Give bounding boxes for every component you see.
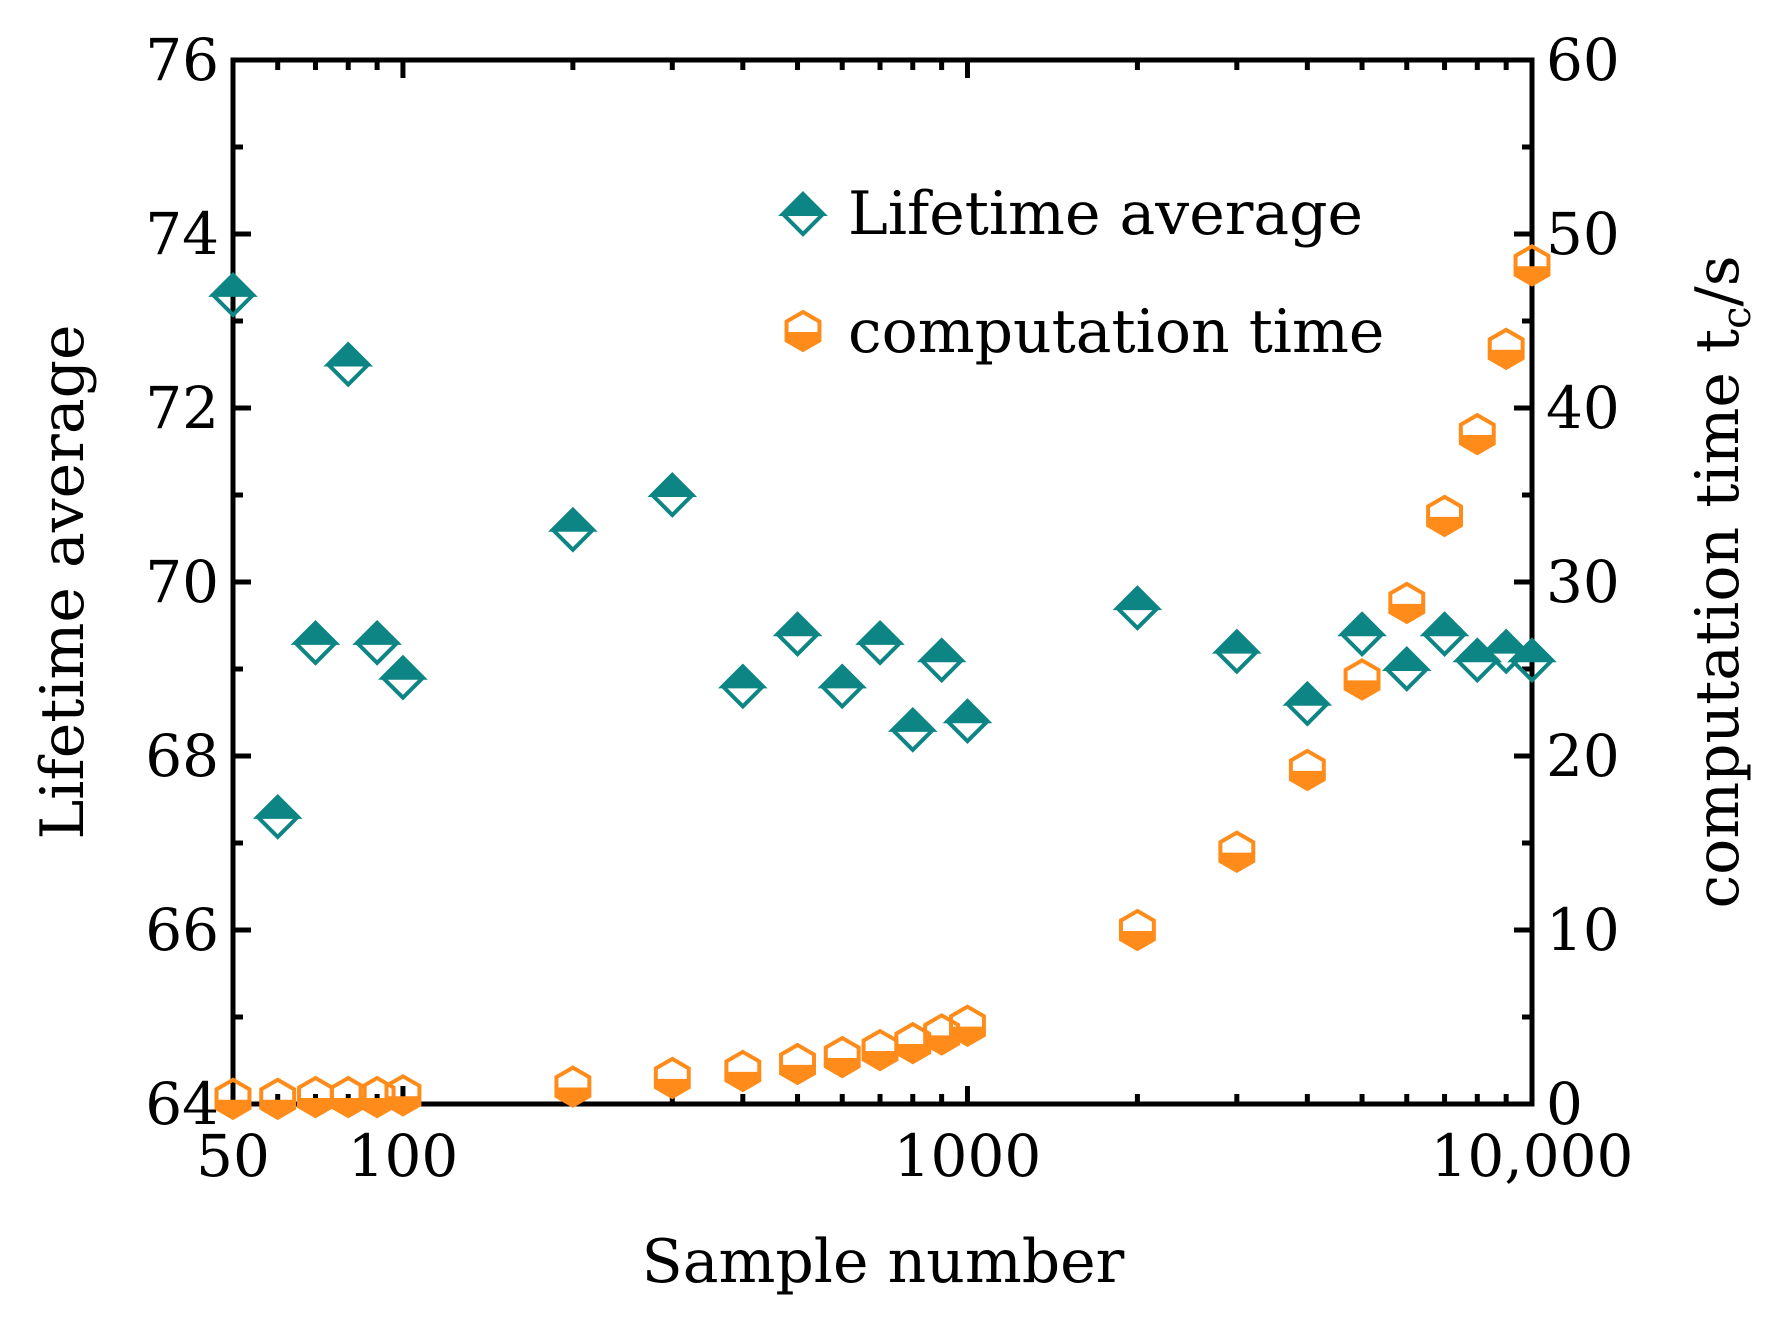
lifetime-average-point [916, 637, 967, 684]
computation-time-point [923, 1013, 961, 1056]
lifetime-average-point [772, 611, 823, 658]
lifetime-average-point [887, 707, 938, 753]
legend-hexagon-icon [784, 309, 822, 353]
y-right-tick-label: 20 [1546, 722, 1620, 790]
computation-time-point [384, 1073, 422, 1117]
computation-time-point [1288, 748, 1326, 792]
computation-time-point [894, 1021, 932, 1065]
lifetime-average-point [208, 272, 258, 318]
computation-time-point [653, 1056, 691, 1100]
lifetime-average-point [717, 663, 768, 710]
computation-time-point [1458, 412, 1496, 456]
y2-title-tail: /s [1683, 255, 1753, 306]
computation-time-point [823, 1035, 861, 1079]
y-left-tick-label: 66 [145, 896, 219, 964]
lifetime-average-point [817, 663, 868, 710]
computation-time-point [1343, 658, 1381, 701]
y-right-tick-label: 50 [1546, 200, 1620, 268]
lifetime-average-point [942, 698, 993, 745]
x-tick-label: 100 [348, 1122, 459, 1190]
lifetime-average-point [1481, 628, 1531, 675]
computation-time-point [1118, 908, 1156, 952]
computation-time-point [1388, 581, 1426, 625]
computation-time-point [259, 1077, 297, 1121]
x-axis-title: Sample number [642, 1227, 1125, 1297]
computation-time-point [949, 1004, 986, 1048]
y-axis-title-left: Lifetime average [28, 324, 98, 839]
x-tick-label: 10,000 [1431, 1122, 1634, 1190]
y2-title-main: computation time t [1683, 329, 1753, 909]
x-tick-label: 50 [196, 1122, 270, 1190]
computation-time-point [554, 1065, 592, 1108]
y-left-tick-label: 74 [145, 200, 219, 268]
x-tick-label: 1000 [894, 1122, 1042, 1190]
lifetime-average-point [1337, 611, 1387, 658]
y-left-tick-label: 72 [145, 374, 219, 442]
computation-time-point [724, 1049, 762, 1093]
lifetime-average-point [1507, 637, 1557, 684]
lifetime-average-point [1282, 680, 1333, 727]
computation-time-point [1513, 244, 1551, 287]
legend-marker-lifetime-average [778, 191, 828, 237]
legend-diamond-icon [778, 191, 828, 237]
lifetime-average-point [1381, 646, 1432, 692]
lifetime-average-point [548, 506, 598, 553]
lifetime-average-point [252, 794, 303, 840]
legend-label-computation-time: computation time [848, 297, 1384, 367]
lifetime-average-point [855, 620, 905, 666]
computation-time-point [329, 1075, 367, 1119]
y-left-tick-label: 68 [145, 722, 219, 790]
legend-label-lifetime-average: Lifetime average [848, 179, 1363, 249]
lifetime-average-point [352, 620, 402, 666]
lifetime-average-point [1419, 611, 1470, 658]
computation-time-point [1487, 327, 1525, 371]
y-left-tick-label: 64 [145, 1070, 219, 1138]
lifetime-average-point [290, 620, 341, 666]
y-axis-title-right: computation time tc/s [1683, 255, 1760, 908]
lifetime-average-point [1112, 585, 1163, 631]
lifetime-average-point [1211, 628, 1262, 675]
lifetime-average-point [647, 472, 698, 518]
plot-frame [230, 57, 1535, 1107]
computation-time-point [214, 1077, 252, 1121]
legend-marker-computation-time [784, 309, 822, 353]
computation-time-point [1218, 830, 1256, 874]
y-right-tick-label: 30 [1546, 548, 1620, 616]
y-right-tick-label: 0 [1546, 1070, 1583, 1138]
y-right-tick-label: 60 [1546, 26, 1620, 94]
lifetime-average-point [378, 654, 428, 701]
y-left-tick-label: 76 [145, 26, 219, 94]
y2-title-subscript: c [1714, 307, 1760, 329]
data-points [208, 244, 1557, 1121]
legend: Lifetime average computation time [778, 179, 1384, 367]
y-right-tick-label: 10 [1546, 896, 1620, 964]
computation-time-point [779, 1042, 816, 1086]
lifetime-average-point [323, 341, 374, 388]
computation-time-point [1426, 494, 1464, 538]
y-left-tick-label: 70 [145, 548, 219, 616]
y-right-tick-label: 40 [1546, 374, 1620, 442]
tick-labels: 64 66 68 70 72 74 76 0 10 20 30 40 50 60 50 100 1000 10,0… [145, 26, 1633, 1190]
